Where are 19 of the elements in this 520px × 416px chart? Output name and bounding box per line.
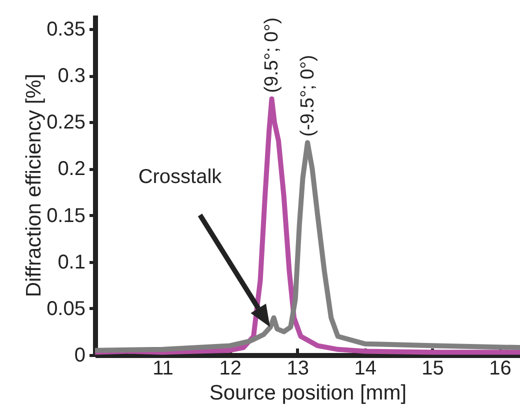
y-tick-label: 0.05 [46,298,86,320]
x-axis-title: Source position [mm] [209,382,407,404]
text: (-9.5°; 0°) [298,54,318,137]
y-tick-label: 0.25 [46,112,86,134]
x-tick-label: 12 [219,358,242,380]
y-tick-label: 0.3 [58,65,86,88]
x-tick-label: 14 [354,358,376,380]
y-tick-label: 0.1 [58,251,86,274]
x-tick-label: 15 [422,358,444,380]
x-tick-label: 13 [286,358,310,380]
x-tick-label: 11 [152,358,174,380]
y-tick-label: 0.35 [46,18,86,40]
y-axis-title: Diffraction efficiency [%] [22,74,46,298]
y-tick-label: 0.15 [46,204,86,227]
x-tick-label: 16 [489,358,512,380]
text: (9.5°; 0°) [262,17,283,93]
y-tick-label: 0.2 [58,158,86,180]
y-tick-label: 0 [74,344,86,366]
annotation: Crosstalk [138,166,223,188]
